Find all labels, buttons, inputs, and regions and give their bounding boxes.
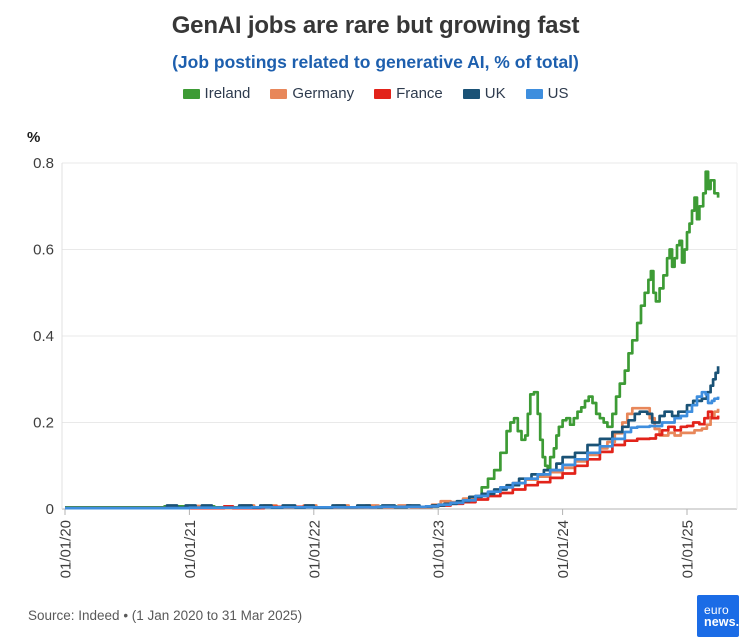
legend-swatch-france (374, 88, 392, 99)
legend-item-us: US (525, 85, 569, 102)
legend-swatch-germany (270, 88, 288, 99)
y-tick-label: 0 (46, 501, 54, 518)
euronews-logo-text-top: euro (704, 602, 729, 617)
chart-title: GenAI jobs are rare but growing fast (171, 12, 580, 39)
chart-legend: Ireland Germany France UK US (0, 85, 751, 102)
x-tick-label: 01/01/21 (182, 520, 199, 578)
x-tick-label: 01/01/25 (680, 520, 697, 578)
legend-swatch-uk (462, 88, 480, 99)
series-line-germany (65, 406, 720, 510)
legend-label-us: US (547, 85, 569, 102)
legend-swatch-us (525, 88, 543, 99)
legend-item-france: France (374, 85, 443, 102)
x-tick-label: 01/01/22 (306, 520, 323, 578)
y-axis-unit-label: % (27, 129, 41, 146)
source-note: Source: Indeed • (1 Jan 2020 to 31 Mar 2… (28, 608, 303, 623)
euronews-logo[interactable]: euro news. (697, 595, 739, 637)
y-tick-label: 0.8 (33, 155, 54, 172)
legend-label-france: France (396, 85, 443, 102)
y-tick-label: 0.4 (33, 328, 54, 345)
series-line-ireland (65, 170, 720, 509)
legend-label-ireland: Ireland (204, 85, 251, 102)
legend-swatch-ireland (182, 88, 200, 99)
legend-label-uk: UK (484, 85, 506, 102)
x-tick-label: 01/01/20 (58, 520, 75, 578)
legend-label-germany: Germany (292, 85, 355, 102)
euronews-logo-text-bottom: news. (704, 614, 740, 629)
series-line-france (65, 410, 720, 510)
legend-item-ireland: Ireland (182, 85, 251, 102)
x-tick-label: 01/01/23 (431, 520, 448, 578)
x-tick-label: 01/01/24 (555, 520, 572, 578)
chart-subtitle: (Job postings related to generative AI, … (172, 52, 579, 72)
series-line-us (65, 390, 720, 510)
legend-item-germany: Germany (270, 85, 354, 102)
legend-item-uk: UK (462, 85, 506, 102)
y-tick-label: 0.6 (33, 242, 54, 259)
y-tick-label: 0.2 (33, 415, 54, 432)
